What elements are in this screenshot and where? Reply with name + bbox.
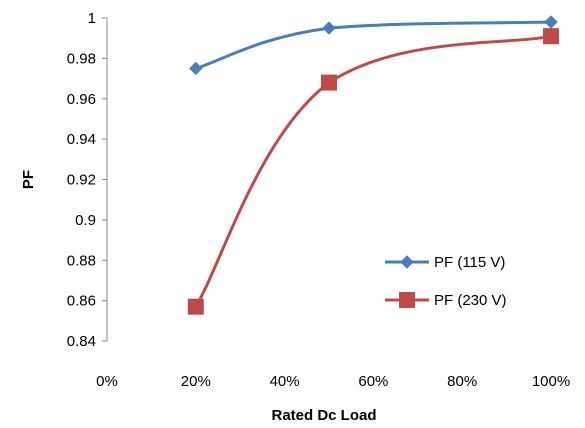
x-tick-label: 0% xyxy=(96,373,118,390)
x-axis-title: Rated Dc Load xyxy=(271,407,376,424)
y-axis-title: PF xyxy=(20,170,37,189)
x-tick-label: 80% xyxy=(447,373,477,390)
y-tick-label: 0.92 xyxy=(67,172,96,189)
y-tick-label: 0.88 xyxy=(67,252,96,269)
data-point xyxy=(543,28,559,45)
legend-entry: PF (230 V) xyxy=(385,292,507,309)
series-layer xyxy=(187,15,559,315)
legend-entry: PF (115 V) xyxy=(385,254,505,271)
x-tick-label: 60% xyxy=(358,373,388,390)
data-point xyxy=(189,61,203,76)
data-point xyxy=(321,74,337,91)
x-tick-label: 100% xyxy=(532,373,570,390)
y-tick-label: 0.94 xyxy=(67,131,96,148)
y-axis-ticks: 0.84 0.86 0.88 0.9 0.92 0.94 0.96 0.98 1 xyxy=(67,10,107,350)
data-point xyxy=(322,21,336,35)
y-tick-label: 0.96 xyxy=(67,91,96,108)
x-tick-label: 40% xyxy=(270,373,300,390)
y-tick-label: 1 xyxy=(88,10,96,27)
legend-marker xyxy=(399,292,415,308)
y-tick-label: 0.9 xyxy=(75,212,96,229)
data-point xyxy=(187,298,204,315)
legend-label: PF (115 V) xyxy=(434,254,505,271)
series-2 xyxy=(187,28,559,315)
y-tick-label: 0.98 xyxy=(67,50,96,67)
y-tick-label: 0.84 xyxy=(67,333,96,350)
x-tick-label: 20% xyxy=(181,373,211,390)
series-1 xyxy=(189,15,558,76)
legend: PF (115 V) PF (230 V) xyxy=(385,254,507,309)
series-line xyxy=(195,20,552,70)
legend-marker xyxy=(400,255,414,269)
x-axis-ticks: 0% 20% 40% 60% 80% 100% xyxy=(96,373,570,390)
y-tick-label: 0.86 xyxy=(67,293,96,310)
data-point xyxy=(544,15,558,29)
legend-label: PF (230 V) xyxy=(434,292,507,309)
